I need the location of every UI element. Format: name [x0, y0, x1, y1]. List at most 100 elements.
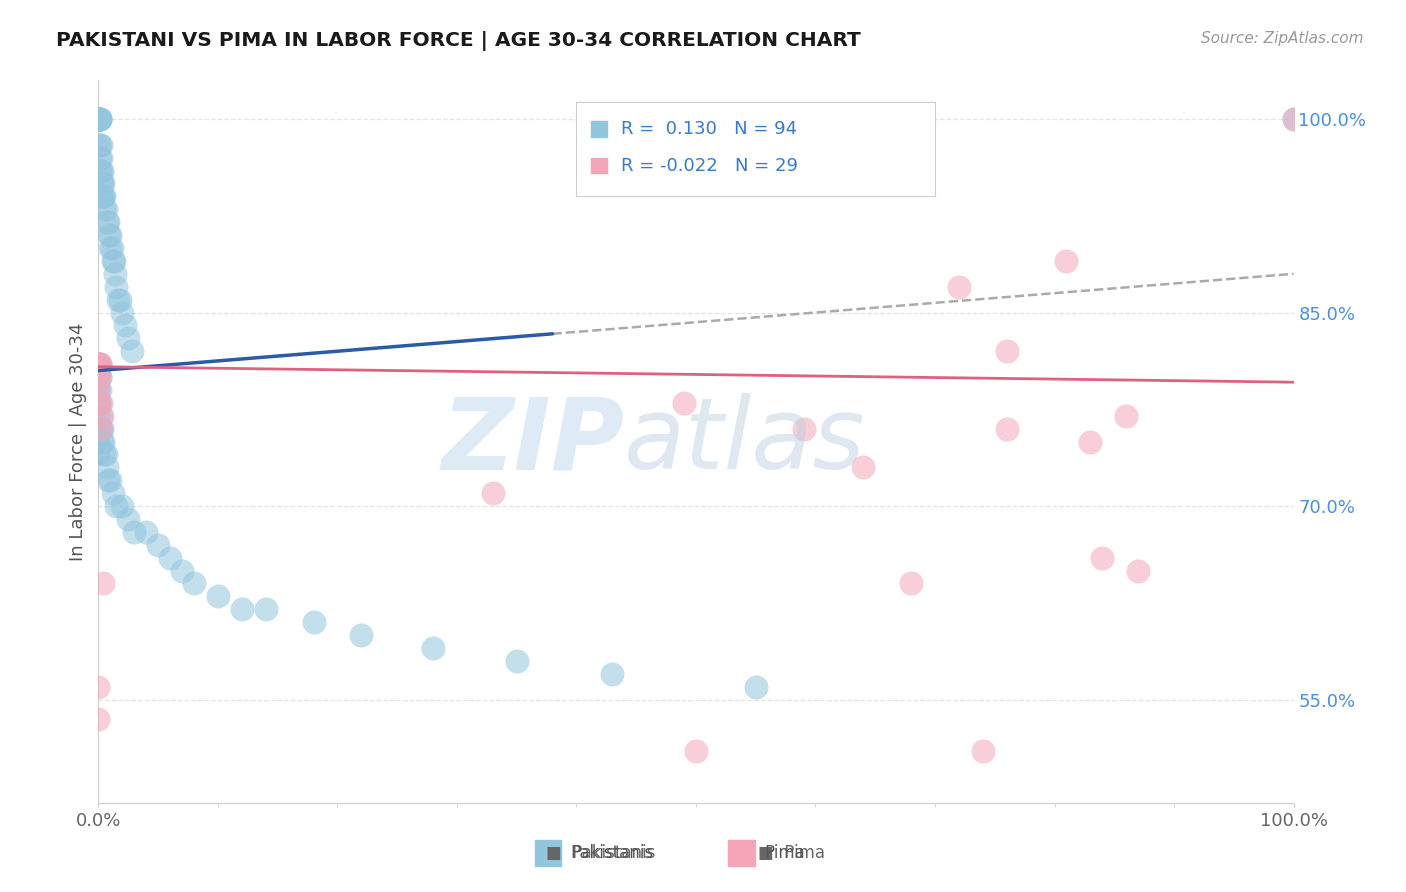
Point — [900, 576, 922, 591]
Point — [673, 396, 696, 410]
FancyBboxPatch shape — [576, 102, 935, 196]
Point — [91, 177, 114, 191]
Point — [105, 499, 128, 513]
Point — [91, 189, 114, 203]
FancyBboxPatch shape — [534, 840, 561, 866]
Point — [87, 409, 110, 423]
Text: R =  0.130   N = 94: R = 0.130 N = 94 — [621, 120, 797, 138]
Point — [87, 396, 110, 410]
Point — [254, 602, 277, 616]
Point — [350, 628, 373, 642]
Point — [87, 112, 110, 126]
Point — [87, 357, 110, 371]
Point — [91, 177, 114, 191]
Point — [89, 396, 111, 410]
Point — [231, 602, 253, 616]
Point — [90, 163, 112, 178]
Point — [89, 357, 111, 371]
Point — [91, 422, 114, 436]
Point — [91, 189, 114, 203]
Text: PAKISTANI VS PIMA IN LABOR FORCE | AGE 30-34 CORRELATION CHART: PAKISTANI VS PIMA IN LABOR FORCE | AGE 3… — [56, 31, 860, 51]
Point — [101, 254, 124, 268]
Text: Pakistanis: Pakistanis — [571, 845, 654, 863]
Point — [93, 447, 115, 461]
Point — [96, 215, 118, 229]
Point — [91, 576, 114, 591]
Point — [94, 202, 117, 217]
Point — [87, 370, 110, 384]
Point — [1091, 550, 1114, 565]
Point — [98, 228, 121, 243]
Point — [87, 112, 110, 126]
Point — [87, 112, 110, 126]
Point — [87, 112, 110, 126]
Point — [107, 293, 129, 307]
Point — [87, 112, 110, 126]
Point — [105, 279, 128, 293]
Point — [745, 680, 768, 694]
Text: ■  Pima: ■ Pima — [758, 845, 825, 863]
Point — [1128, 564, 1150, 578]
Point — [183, 576, 205, 591]
Point — [972, 744, 994, 758]
Point — [87, 434, 110, 449]
Text: atlas: atlas — [624, 393, 866, 490]
FancyBboxPatch shape — [591, 121, 606, 137]
Point — [159, 550, 181, 565]
Point — [302, 615, 325, 630]
Point — [89, 112, 111, 126]
Point — [87, 112, 110, 126]
Point — [91, 409, 114, 423]
Point — [685, 744, 707, 758]
Point — [506, 654, 529, 668]
Point — [101, 486, 124, 500]
Point — [90, 137, 112, 152]
Point — [995, 344, 1018, 359]
Point — [91, 163, 114, 178]
Point — [104, 267, 127, 281]
Point — [98, 228, 122, 243]
Point — [602, 666, 624, 681]
Point — [87, 447, 110, 461]
Point — [93, 189, 115, 203]
Point — [87, 112, 110, 126]
Point — [90, 177, 112, 191]
Point — [91, 434, 114, 449]
Point — [148, 538, 170, 552]
Point — [1056, 254, 1078, 268]
Point — [1080, 434, 1102, 449]
Point — [172, 564, 194, 578]
Point — [90, 189, 112, 203]
Point — [852, 460, 875, 475]
Point — [96, 460, 118, 475]
Point — [422, 640, 444, 655]
Point — [91, 434, 114, 449]
Point — [87, 383, 110, 397]
Text: Pima: Pima — [763, 845, 804, 863]
Point — [100, 241, 122, 255]
Point — [103, 254, 125, 268]
Point — [87, 137, 110, 152]
Point — [87, 680, 110, 694]
Point — [1282, 112, 1305, 126]
Point — [93, 202, 115, 217]
Point — [89, 383, 111, 397]
Point — [207, 590, 229, 604]
Point — [97, 215, 120, 229]
Point — [90, 422, 112, 436]
Point — [481, 486, 505, 500]
Point — [87, 370, 110, 384]
Point — [89, 370, 111, 384]
Point — [87, 712, 110, 726]
Point — [87, 112, 110, 126]
Text: ZIP: ZIP — [441, 393, 624, 490]
Point — [124, 524, 146, 539]
Point — [87, 383, 110, 397]
Point — [135, 524, 157, 539]
Point — [90, 422, 112, 436]
Point — [948, 279, 970, 293]
Point — [97, 473, 120, 487]
Point — [98, 473, 122, 487]
Text: R = -0.022   N = 29: R = -0.022 N = 29 — [621, 156, 799, 175]
Point — [793, 422, 815, 436]
